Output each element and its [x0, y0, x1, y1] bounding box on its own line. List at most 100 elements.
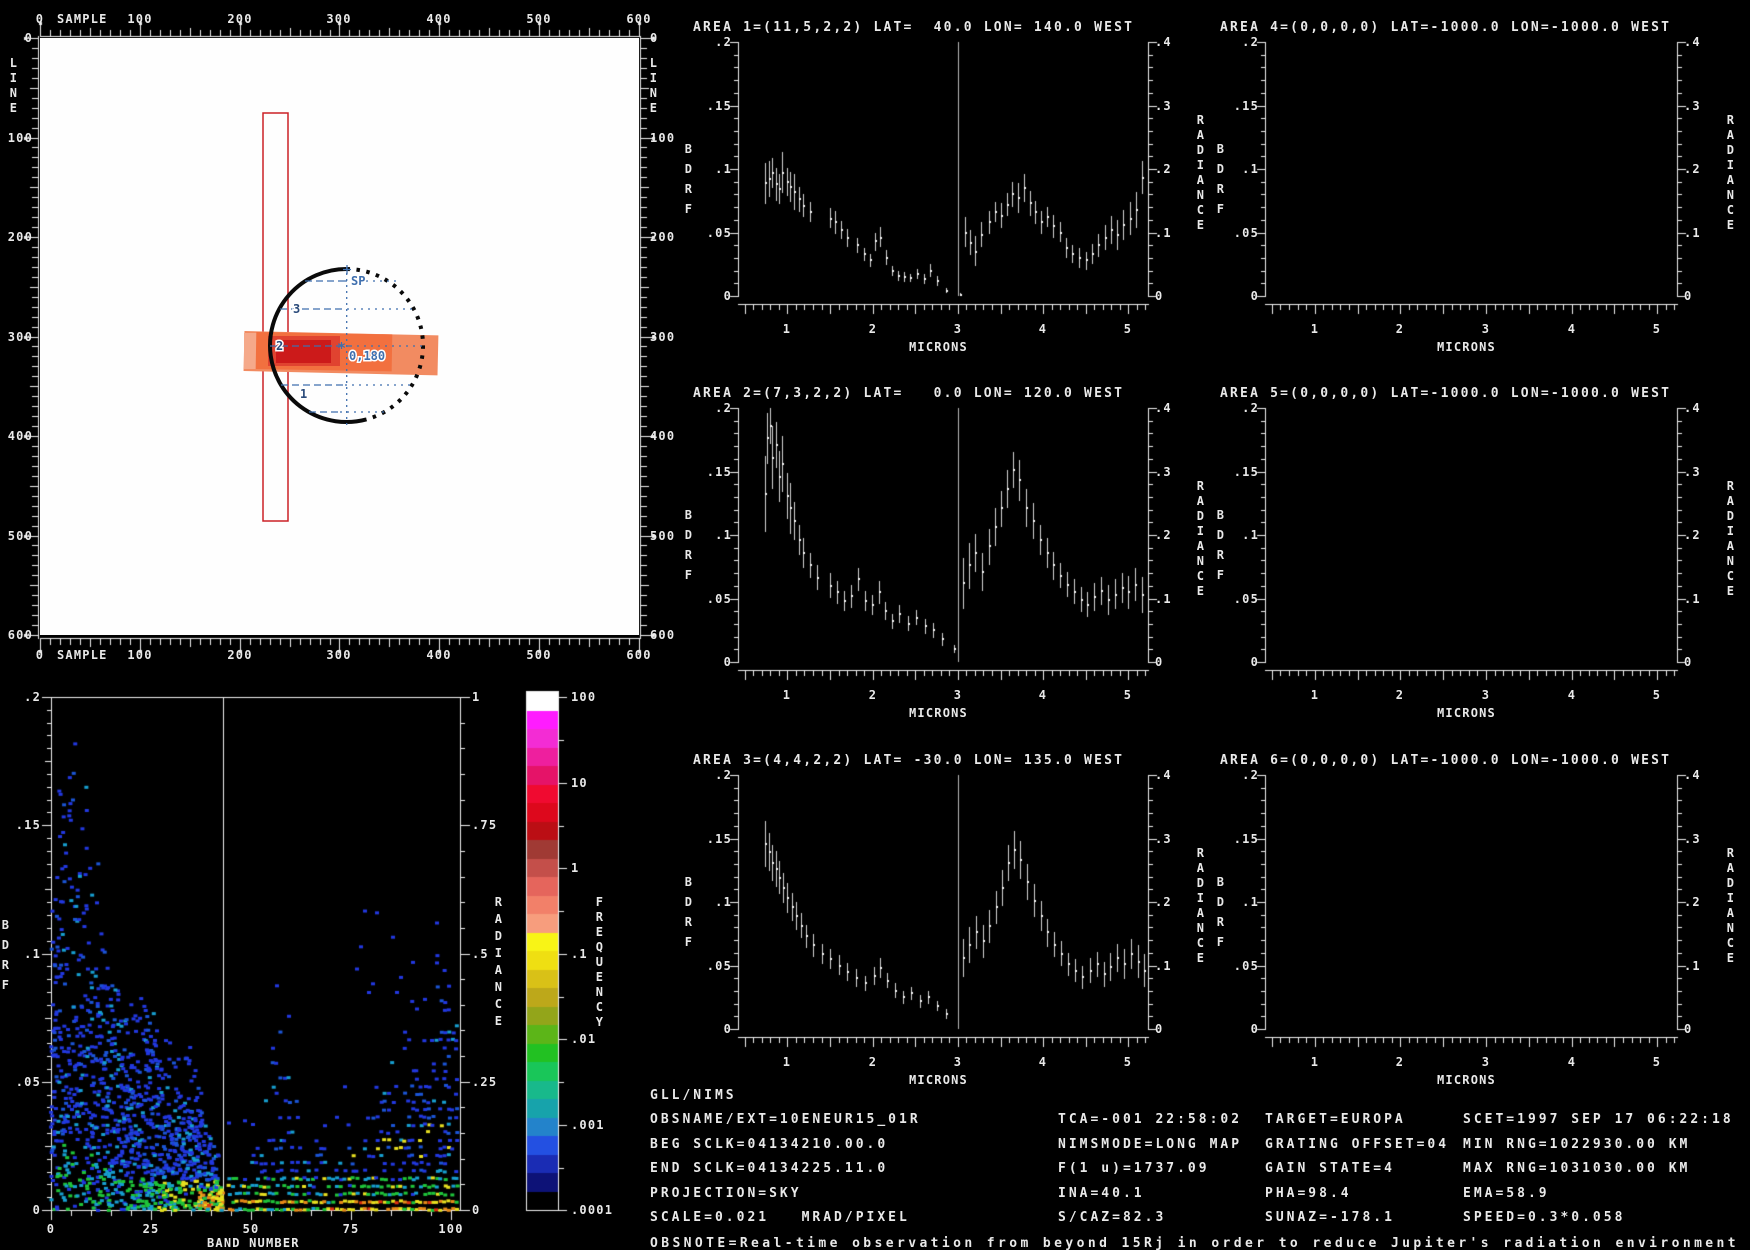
micron-tick-label: 2	[1395, 1055, 1405, 1069]
bdrf-tick-label: .15	[1233, 465, 1259, 479]
microns-axis-label: MICRONS	[909, 340, 968, 354]
bdrf-axis-letter: B	[1216, 875, 1226, 889]
bdrf-tick-label: .15	[706, 465, 732, 479]
sample-tick-label: 500	[526, 648, 552, 662]
radiance-tick-label: .1	[1155, 592, 1172, 606]
micron-tick-label: 1	[1310, 688, 1320, 702]
line-axis-letter: I	[9, 71, 19, 85]
info-field: MIN RNG=1022930.00 KM	[1463, 1136, 1691, 1152]
radiance-axis-letter: E	[1196, 218, 1206, 232]
micron-tick-label: 3	[1481, 1055, 1491, 1069]
radiance-tick-label: 0	[1155, 1022, 1164, 1036]
radiance-axis-letter: I	[1196, 524, 1206, 538]
bdrf-axis-letter: R	[1216, 182, 1226, 196]
radiance-tick-label: .2	[1155, 162, 1172, 176]
frequency-axis-letter: E	[595, 970, 605, 984]
radiance-tick-label: .1	[1684, 959, 1701, 973]
radiance-axis-letter: C	[1726, 203, 1736, 217]
bdrf-axis-letter: D	[1216, 895, 1226, 909]
line-tick-label: 400	[650, 429, 676, 443]
frequency-axis-letter: E	[595, 925, 605, 939]
radiance-axis-letter: A	[1196, 861, 1206, 875]
radiance-axis-letter: D	[1726, 509, 1736, 523]
radiance-axis-letter: A	[1196, 128, 1206, 142]
line-tick-label: 400	[7, 429, 33, 443]
micron-tick-label: 4	[1567, 322, 1577, 336]
radiance-tick-label: .3	[1155, 832, 1172, 846]
radiance-axis-letter: A	[494, 912, 504, 926]
bdrf-tick-label: .2	[24, 690, 41, 704]
bdrf-axis-letter: F	[1216, 202, 1226, 216]
radiance-axis-letter: D	[1196, 876, 1206, 890]
radiance-axis-letter: C	[494, 997, 504, 1011]
radiance-tick-label: .2	[1684, 528, 1701, 542]
radiance-axis-letter: I	[1196, 158, 1206, 172]
radiance-axis-letter: R	[1196, 479, 1206, 493]
bdrf-axis-letter: F	[684, 202, 694, 216]
info-field: GAIN STATE=4	[1265, 1161, 1395, 1177]
radiance-axis-letter: E	[1196, 584, 1206, 598]
info-field: BEG SCLK=04134210.00.0	[650, 1136, 889, 1152]
bdrf-axis-letter: F	[1216, 935, 1226, 949]
bdrf-axis-letter: F	[1216, 568, 1226, 582]
line-axis-letter: L	[9, 56, 19, 70]
micron-tick-label: 3	[953, 322, 963, 336]
radiance-axis-letter: N	[494, 980, 504, 994]
radiance-axis-letter: C	[1196, 569, 1206, 583]
radiance-axis-letter: N	[1726, 188, 1736, 202]
radiance-tick-label: .5	[472, 947, 489, 961]
frequency-axis-letter: R	[595, 910, 605, 924]
panel-title: AREA 2=(7,3,2,2) LAT= 0.0 LON= 120.0 WES…	[693, 386, 1125, 401]
radiance-tick-label: .25	[472, 1075, 498, 1089]
sample-axis-title: SAMPLE	[57, 12, 108, 26]
micron-tick-label: 5	[1652, 688, 1662, 702]
bdrf-tick-label: .05	[1233, 959, 1259, 973]
sample-tick-label: 300	[326, 12, 352, 26]
bdrf-tick-label: .05	[1233, 592, 1259, 606]
info-field: EMA=58.9	[1463, 1185, 1550, 1201]
microns-axis-label: MICRONS	[1437, 1073, 1496, 1087]
info-field: END SCLK=04134225.11.0	[650, 1161, 889, 1177]
bdrf-axis-letter: F	[684, 568, 694, 582]
radiance-axis-letter: N	[1726, 554, 1736, 568]
micron-tick-label: 5	[1123, 1055, 1133, 1069]
radiance-axis-letter: D	[494, 929, 504, 943]
radiance-tick-label: 0	[1684, 1022, 1693, 1036]
sample-tick-label: 200	[227, 648, 253, 662]
sample-tick-label: 0	[35, 648, 45, 662]
line-tick-label: 0	[650, 31, 659, 45]
bdrf-tick-label: 0	[1250, 1022, 1259, 1036]
radiance-tick-label: .4	[1155, 768, 1172, 782]
line-axis-letter: E	[649, 101, 659, 115]
instrument-title: GLL/NIMS	[650, 1088, 737, 1103]
line-tick-label: 200	[650, 230, 676, 244]
sample-tick-label: 600	[626, 12, 652, 26]
panel-title: AREA 6=(0,0,0,0) LAT=-1000.0 LON=-1000.0…	[1220, 753, 1672, 768]
sample-tick-label: 300	[326, 648, 352, 662]
panel-title: AREA 1=(11,5,2,2) LAT= 40.0 LON= 140.0 W…	[693, 20, 1135, 35]
radiance-axis-letter: R	[1726, 846, 1736, 860]
radiance-tick-label: .4	[1155, 35, 1172, 49]
bdrf-tick-label: .15	[15, 818, 41, 832]
line-tick-label: 300	[650, 330, 676, 344]
radiance-axis-letter: R	[1196, 113, 1206, 127]
bdrf-tick-label: .2	[1242, 35, 1259, 49]
band-tick-label: 75	[342, 1222, 360, 1236]
micron-tick-label: 5	[1123, 322, 1133, 336]
radiance-tick-label: .1	[1155, 226, 1172, 240]
radiance-tick-label: 0	[472, 1203, 481, 1217]
radiance-tick-label: .3	[1155, 99, 1172, 113]
bdrf-axis-letter: B	[1216, 142, 1226, 156]
bdrf-tick-label: 0	[723, 655, 732, 669]
frequency-axis-letter: Q	[595, 940, 605, 954]
radiance-axis-letter: I	[1726, 158, 1736, 172]
panel-title: AREA 4=(0,0,0,0) LAT=-1000.0 LON=-1000.0…	[1220, 20, 1672, 35]
radiance-axis-letter: N	[1196, 921, 1206, 935]
radiance-axis-letter: A	[1726, 861, 1736, 875]
band-tick-label: 50	[242, 1222, 260, 1236]
micron-tick-label: 5	[1123, 688, 1133, 702]
bdrf-tick-label: .1	[24, 947, 41, 961]
bdrf-axis-letter: B	[1, 918, 11, 932]
radiance-axis-letter: A	[1726, 494, 1736, 508]
bdrf-axis-letter: R	[684, 548, 694, 562]
